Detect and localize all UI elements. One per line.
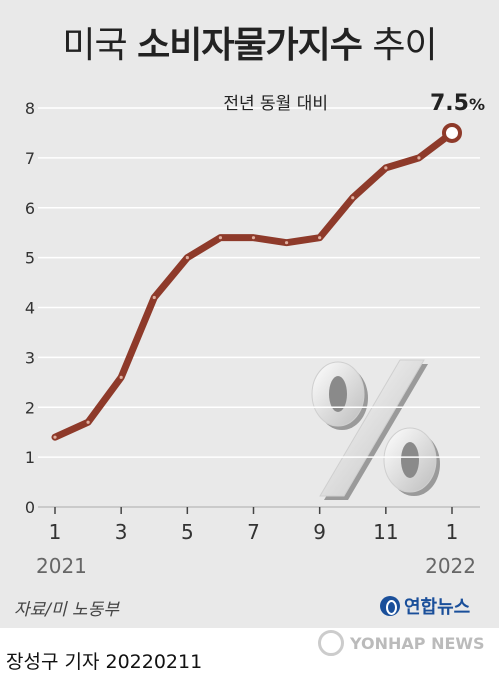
series-line <box>51 129 456 441</box>
annotation-label: 전년 동월 대비 <box>223 94 328 114</box>
data-point-5 <box>218 236 223 240</box>
yonhap-logo-text: 연합뉴스 <box>404 597 471 618</box>
y-tick-8: 8 <box>25 99 35 118</box>
data-point-1 <box>86 420 90 424</box>
y-tick-3: 3 <box>25 348 35 367</box>
title-part2: 소비자물가지수 <box>137 25 363 66</box>
watermark-icon <box>318 630 344 656</box>
data-point-4 <box>185 256 189 260</box>
y-tick-2: 2 <box>25 398 35 417</box>
y-tick-6: 6 <box>25 199 35 218</box>
annotation-number: 7.5 <box>430 91 469 116</box>
year-label-2022: 2022 <box>425 554 476 578</box>
y-tick-5: 5 <box>25 249 35 268</box>
data-point-8 <box>318 236 322 240</box>
chart-title: 미국 소비자물가지수 추이 <box>0 16 499 68</box>
x-tick-label-6: 1 <box>446 520 459 544</box>
y-tick-7: 7 <box>25 149 35 168</box>
data-point-11 <box>417 156 421 160</box>
credit-line: 장성구 기자 20220211 <box>6 651 203 673</box>
data-point-6 <box>251 236 256 240</box>
y-tick-0: 0 <box>25 498 35 517</box>
title-part1: 미국 <box>62 25 127 66</box>
data-point-7 <box>284 241 289 245</box>
x-tick-label-5: 11 <box>373 520 398 544</box>
yonhap-logo: 연합뉴스 <box>380 593 470 619</box>
data-point-2 <box>119 375 123 379</box>
title-part3: 추이 <box>372 25 437 66</box>
x-tick-label-1: 3 <box>115 520 128 544</box>
data-point-9 <box>351 196 355 200</box>
data-point-last <box>442 122 462 143</box>
year-label-2021: 2021 <box>36 554 87 578</box>
annotation-value: 7.5% <box>430 91 485 116</box>
grid-lines <box>38 107 480 508</box>
x-tick-label-0: 1 <box>49 520 62 544</box>
watermark: YONHAP NEWS <box>318 630 485 656</box>
x-tick-label-3: 7 <box>247 520 260 544</box>
annotation: 전년 동월 대비 7.5% <box>223 91 485 116</box>
yonhap-logo-icon <box>380 596 400 616</box>
y-axis-ticks: 0 1 2 3 4 5 6 7 8 <box>25 99 35 517</box>
percent-icon <box>311 359 440 500</box>
source-note: 자료/미 노동부 <box>14 600 119 620</box>
chart-panel <box>0 0 499 628</box>
y-tick-4: 4 <box>25 299 35 318</box>
y-tick-1: 1 <box>25 448 35 467</box>
data-point-10 <box>384 166 388 170</box>
watermark-text: YONHAP NEWS <box>350 633 485 653</box>
annotation-unit: % <box>469 95 485 114</box>
x-tick-label-4: 9 <box>313 520 326 544</box>
data-point-0 <box>53 435 57 439</box>
series-layer <box>51 122 462 441</box>
x-tick-label-2: 5 <box>181 520 194 544</box>
data-point-3 <box>152 295 156 300</box>
